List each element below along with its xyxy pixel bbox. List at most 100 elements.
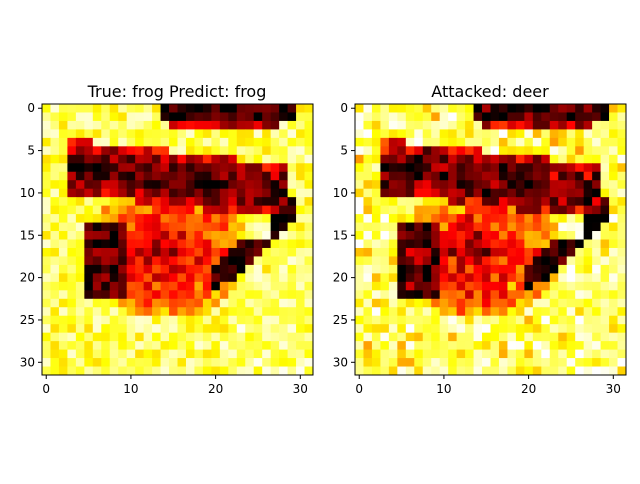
image-pixel bbox=[617, 298, 627, 308]
image-pixel bbox=[143, 180, 153, 190]
image-pixel bbox=[42, 154, 51, 164]
image-pixel bbox=[101, 163, 111, 173]
image-pixel bbox=[498, 349, 508, 359]
image-pixel bbox=[609, 104, 618, 113]
image-pixel bbox=[211, 137, 221, 147]
image-pixel bbox=[482, 180, 491, 190]
image-pixel bbox=[549, 231, 559, 240]
image-pixel bbox=[355, 239, 364, 249]
image-pixel bbox=[448, 137, 458, 147]
image-pixel bbox=[524, 171, 534, 181]
image-pixel bbox=[498, 214, 508, 223]
image-pixel bbox=[448, 290, 458, 300]
image-pixel bbox=[380, 324, 390, 334]
image-pixel bbox=[143, 281, 153, 291]
image-pixel bbox=[549, 120, 559, 130]
image-pixel bbox=[541, 231, 551, 240]
image-pixel bbox=[143, 104, 153, 113]
image-pixel bbox=[219, 129, 229, 139]
image-pixel bbox=[490, 324, 500, 334]
image-pixel bbox=[126, 120, 136, 130]
image-pixel bbox=[58, 112, 68, 122]
image-pixel bbox=[279, 298, 288, 308]
image-pixel bbox=[473, 180, 483, 190]
image-pixel bbox=[194, 341, 204, 350]
image-pixel bbox=[42, 214, 51, 223]
image-pixel bbox=[617, 154, 627, 164]
image-pixel bbox=[507, 324, 517, 334]
image-pixel bbox=[422, 349, 432, 359]
image-pixel bbox=[541, 239, 551, 249]
image-pixel bbox=[177, 315, 187, 325]
image-pixel bbox=[422, 324, 432, 334]
image-pixel bbox=[152, 324, 161, 334]
image-pixel bbox=[58, 197, 68, 207]
image-pixel bbox=[405, 205, 415, 215]
image-pixel bbox=[202, 154, 212, 164]
image-pixel bbox=[456, 146, 466, 156]
image-pixel bbox=[67, 112, 77, 122]
image-pixel bbox=[84, 332, 94, 342]
image-pixel bbox=[202, 197, 212, 207]
image-pixel bbox=[236, 256, 246, 266]
image-pixel bbox=[397, 163, 407, 173]
image-pixel bbox=[202, 341, 212, 350]
image-pixel bbox=[219, 188, 229, 198]
image-pixel bbox=[617, 281, 627, 291]
image-pixel bbox=[304, 188, 314, 198]
image-pixel bbox=[270, 324, 280, 334]
image-pixel bbox=[414, 205, 424, 215]
image-pixel bbox=[270, 366, 280, 376]
image-pixel bbox=[75, 239, 85, 249]
image-pixel bbox=[236, 366, 246, 376]
image-pixel bbox=[498, 188, 508, 198]
image-pixel bbox=[498, 239, 508, 249]
image-pixel bbox=[160, 163, 170, 173]
image-pixel bbox=[169, 188, 178, 198]
image-pixel bbox=[262, 180, 272, 190]
image-pixel bbox=[177, 137, 187, 147]
image-pixel bbox=[245, 129, 255, 139]
image-pixel bbox=[371, 341, 381, 350]
image-pixel bbox=[228, 281, 238, 291]
image-pixel bbox=[524, 146, 534, 156]
image-pixel bbox=[600, 298, 610, 308]
image-pixel bbox=[465, 358, 474, 367]
image-pixel bbox=[169, 349, 178, 359]
image-pixel bbox=[75, 256, 85, 266]
image-pixel bbox=[541, 281, 551, 291]
image-pixel bbox=[67, 120, 77, 130]
image-pixel bbox=[135, 112, 145, 122]
image-pixel bbox=[380, 239, 390, 249]
image-pixel bbox=[617, 307, 627, 317]
image-pixel bbox=[397, 307, 407, 317]
image-pixel bbox=[371, 315, 381, 325]
image-pixel bbox=[617, 349, 627, 359]
y-tick-label: 5 bbox=[340, 144, 348, 158]
image-pixel bbox=[135, 214, 145, 223]
image-pixel bbox=[465, 171, 474, 181]
image-pixel bbox=[532, 197, 542, 207]
image-pixel bbox=[524, 281, 534, 291]
image-pixel bbox=[75, 163, 85, 173]
image-pixel bbox=[42, 273, 51, 283]
image-pixel bbox=[279, 154, 288, 164]
image-pixel bbox=[126, 146, 136, 156]
image-pixel bbox=[58, 324, 68, 334]
image-pixel bbox=[473, 281, 483, 291]
image-pixel bbox=[482, 163, 491, 173]
image-pixel bbox=[296, 256, 305, 266]
image-pixel bbox=[388, 163, 398, 173]
image-pixel bbox=[465, 180, 474, 190]
image-pixel bbox=[397, 154, 407, 164]
image-pixel bbox=[592, 315, 601, 325]
image-pixel bbox=[262, 366, 272, 376]
image-pixel bbox=[371, 120, 381, 130]
image-pixel bbox=[143, 146, 153, 156]
image-pixel bbox=[228, 154, 238, 164]
image-pixel bbox=[160, 222, 170, 232]
image-pixel bbox=[549, 112, 559, 122]
image-pixel bbox=[388, 104, 398, 113]
image-pixel bbox=[405, 281, 415, 291]
image-pixel bbox=[194, 332, 204, 342]
